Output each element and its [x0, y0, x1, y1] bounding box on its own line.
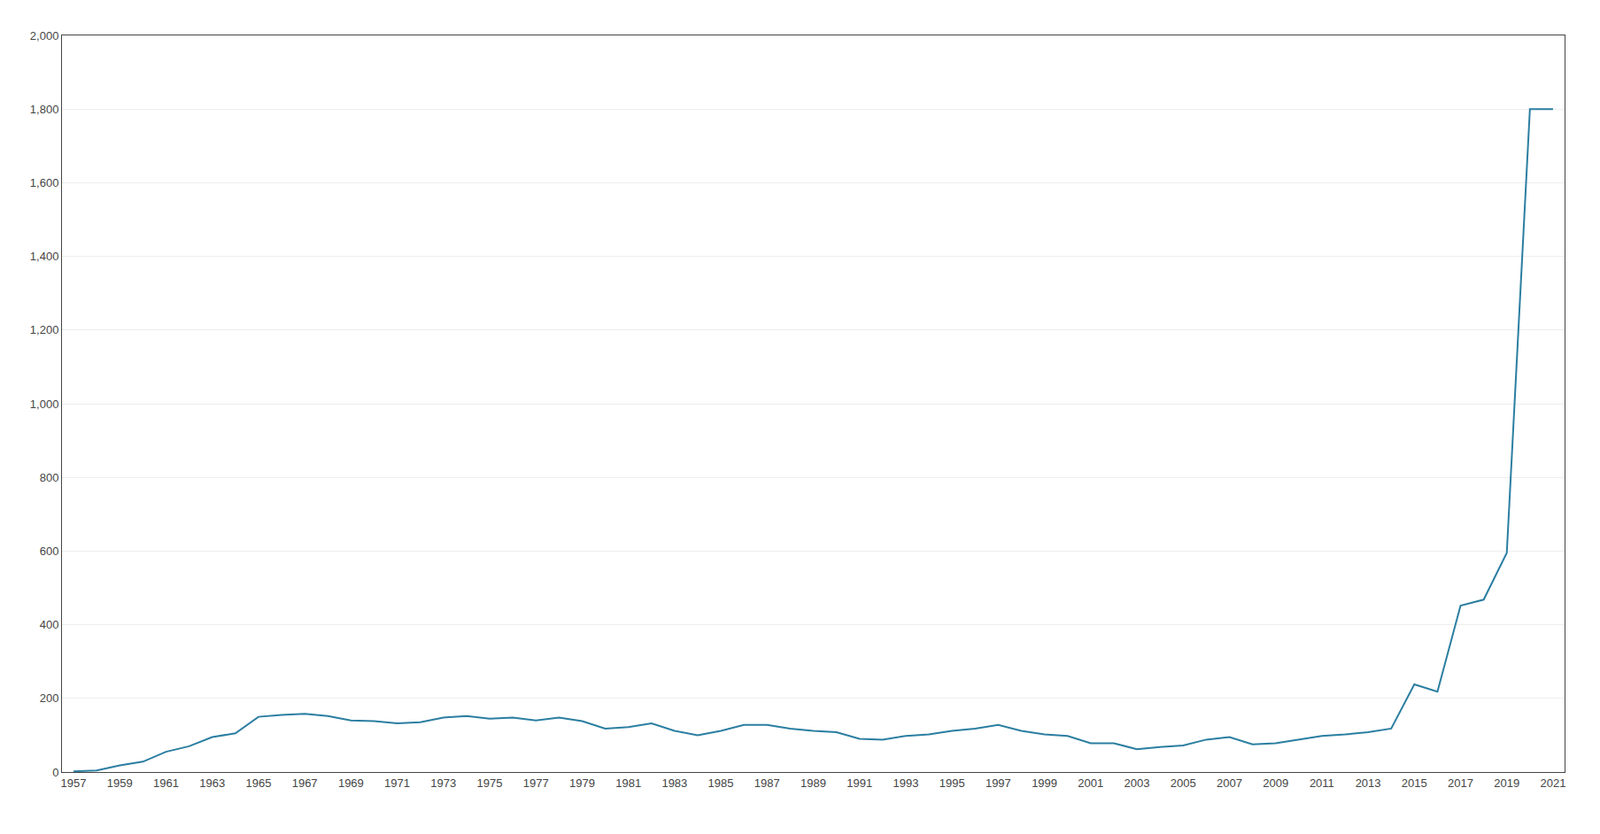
- svg-text:1969: 1969: [338, 776, 364, 790]
- svg-text:1997: 1997: [985, 776, 1012, 790]
- svg-text:1,200: 1,200: [30, 323, 60, 337]
- svg-text:1965: 1965: [245, 776, 271, 790]
- svg-text:1,600: 1,600: [30, 176, 60, 190]
- svg-text:0: 0: [52, 765, 59, 780]
- svg-text:1995: 1995: [939, 776, 966, 790]
- svg-text:2011: 2011: [1309, 776, 1335, 790]
- svg-text:1979: 1979: [569, 776, 596, 790]
- svg-text:200: 200: [39, 691, 60, 705]
- svg-text:1961: 1961: [153, 776, 179, 790]
- svg-text:2019: 2019: [1493, 776, 1520, 790]
- svg-text:2001: 2001: [1077, 776, 1104, 790]
- svg-text:1967: 1967: [292, 776, 318, 790]
- svg-text:1989: 1989: [800, 776, 827, 790]
- svg-text:1973: 1973: [430, 776, 457, 790]
- svg-text:1987: 1987: [754, 776, 781, 790]
- svg-text:2007: 2007: [1216, 776, 1243, 790]
- svg-text:1,800: 1,800: [30, 102, 60, 116]
- svg-text:1959: 1959: [107, 776, 133, 790]
- svg-text:2009: 2009: [1262, 776, 1289, 790]
- svg-text:1963: 1963: [199, 776, 225, 790]
- svg-text:1981: 1981: [615, 776, 642, 790]
- svg-text:1,400: 1,400: [30, 249, 60, 263]
- svg-text:600: 600: [39, 544, 60, 558]
- svg-text:1991: 1991: [846, 776, 873, 790]
- svg-text:1,000: 1,000: [30, 397, 60, 411]
- svg-text:2013: 2013: [1355, 776, 1382, 790]
- svg-text:2015: 2015: [1401, 776, 1428, 790]
- svg-text:2005: 2005: [1170, 776, 1197, 790]
- svg-text:1999: 1999: [1031, 776, 1058, 790]
- svg-text:1957: 1957: [61, 776, 87, 790]
- svg-text:800: 800: [39, 471, 60, 485]
- svg-text:1975: 1975: [477, 776, 503, 790]
- svg-text:1977: 1977: [523, 776, 549, 790]
- svg-text:1971: 1971: [384, 776, 410, 790]
- svg-text:2017: 2017: [1447, 776, 1474, 790]
- svg-text:1993: 1993: [892, 776, 919, 790]
- svg-text:2021: 2021: [1539, 776, 1566, 790]
- svg-text:400: 400: [39, 618, 60, 632]
- svg-text:1983: 1983: [661, 776, 688, 790]
- svg-text:1985: 1985: [708, 776, 735, 790]
- svg-text:2,000: 2,000: [30, 29, 60, 43]
- svg-text:2003: 2003: [1124, 776, 1151, 790]
